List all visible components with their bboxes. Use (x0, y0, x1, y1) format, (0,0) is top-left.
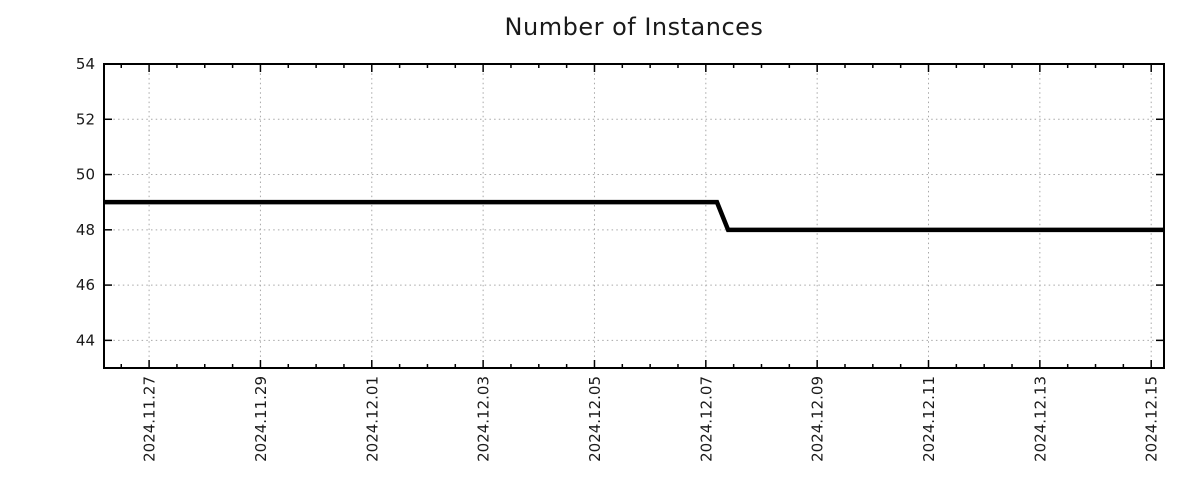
x-tick-label: 2024.12.05 (586, 376, 604, 462)
x-tick-label: 2024.12.01 (363, 376, 381, 462)
plot-frame (103, 63, 1165, 369)
x-tick-label: 2024.11.27 (141, 376, 159, 462)
x-tick-label: 2024.12.07 (697, 376, 715, 462)
x-tick-label: 2024.12.15 (1143, 376, 1161, 462)
y-tick-label: 46 (76, 276, 95, 294)
y-tick-label: 44 (76, 331, 95, 349)
y-tick-label: 54 (76, 55, 95, 73)
y-tick-label: 48 (76, 221, 95, 239)
x-tick-label: 2024.12.09 (809, 376, 827, 462)
x-tick-label: 2024.12.13 (1031, 376, 1049, 462)
y-tick-label: 50 (76, 166, 95, 184)
x-tick-label: 2024.12.11 (920, 376, 938, 462)
y-tick-label: 52 (76, 110, 95, 128)
data-line-instances (104, 199, 1164, 233)
x-tick-label: 2024.11.29 (252, 376, 270, 462)
x-tick-label: 2024.12.03 (475, 376, 493, 462)
chart-title: Number of Instances (504, 13, 764, 41)
